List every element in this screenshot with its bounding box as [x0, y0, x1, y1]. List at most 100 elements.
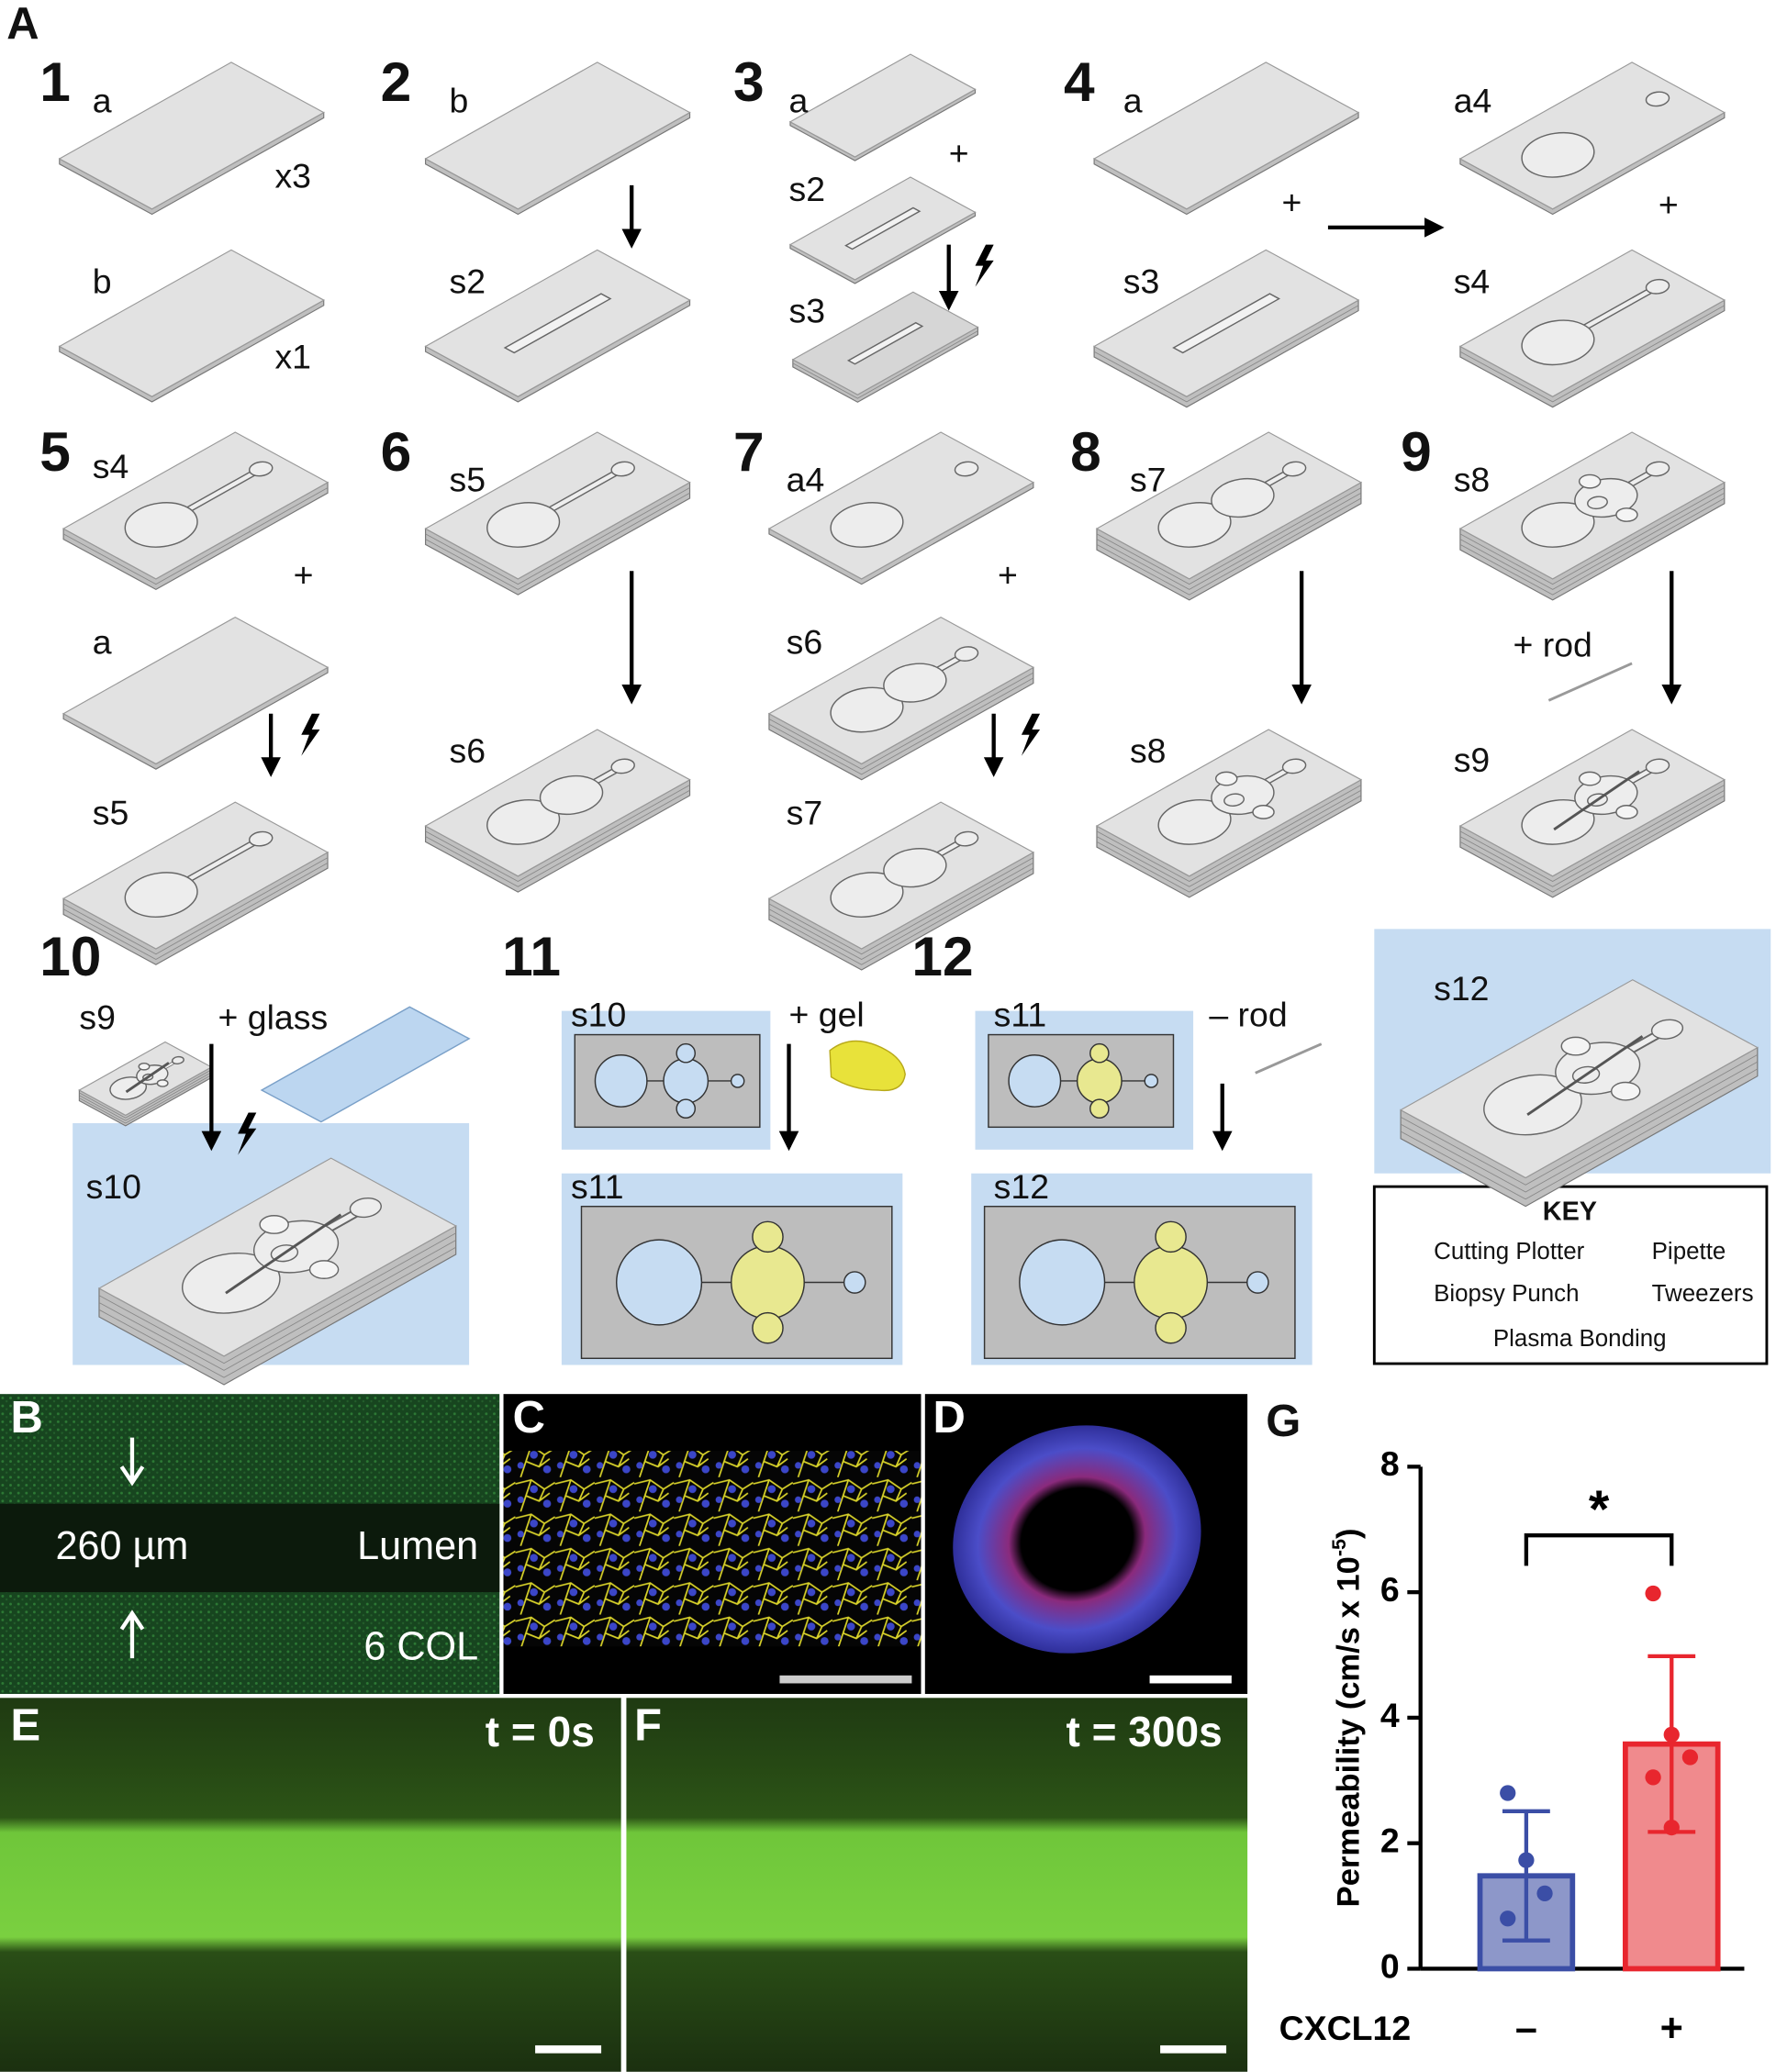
layer-line — [1459, 497, 1726, 596]
well — [730, 1074, 745, 1088]
key-box — [1372, 1185, 1769, 1365]
layer-line — [98, 1240, 456, 1371]
layer-line — [1096, 492, 1362, 590]
hole — [109, 1076, 148, 1100]
slot — [503, 293, 612, 354]
label: + glass — [218, 998, 329, 1037]
label: s11 — [994, 996, 1047, 1034]
label: F — [634, 1700, 662, 1750]
hole — [1645, 758, 1670, 774]
gel-well — [752, 1311, 784, 1344]
y-tick-label: 0 — [1380, 1946, 1400, 1985]
hole — [486, 799, 561, 845]
layer-line — [792, 330, 978, 399]
well — [1019, 1239, 1106, 1326]
rod — [125, 1062, 170, 1094]
label: a — [93, 81, 112, 119]
gel — [829, 1040, 906, 1092]
label: + — [1659, 185, 1679, 224]
hole — [954, 461, 979, 477]
plasma-icon — [301, 713, 320, 756]
label: Pipette — [1652, 1239, 1726, 1264]
hole — [1560, 1036, 1592, 1056]
slot — [846, 321, 924, 365]
label: 4 — [1064, 50, 1095, 113]
layer-line — [1096, 795, 1362, 893]
well — [1144, 1074, 1159, 1088]
hole — [1645, 91, 1670, 107]
label: b — [450, 81, 469, 119]
hole — [954, 646, 979, 662]
label: D — [933, 1393, 965, 1443]
hole — [830, 502, 904, 548]
label: b — [93, 262, 112, 301]
label: KEY — [1543, 1198, 1597, 1227]
y-axis-label-part: Permeability (cm/s x 10 — [1332, 1556, 1367, 1907]
hole — [1521, 799, 1595, 845]
y-tick-label: 2 — [1380, 1821, 1400, 1860]
hole — [308, 1260, 340, 1279]
vessel — [503, 1451, 922, 1647]
label: s7 — [1130, 461, 1167, 499]
label: s2 — [789, 170, 826, 208]
hole — [1521, 131, 1595, 178]
x-tick-label: – — [1515, 2007, 1537, 2051]
label: s4 — [93, 447, 129, 485]
gel-well — [1076, 1058, 1123, 1104]
label: + — [949, 134, 969, 173]
hole — [171, 1055, 184, 1065]
hole — [124, 872, 198, 918]
layer-line — [768, 867, 1034, 965]
label: B — [11, 1393, 43, 1443]
hole — [1211, 477, 1275, 518]
hole — [954, 830, 979, 847]
layer-line — [1096, 789, 1362, 887]
label: a — [1123, 81, 1143, 119]
layer-line — [1096, 497, 1362, 596]
hole — [124, 502, 198, 548]
label: G — [1266, 1397, 1301, 1446]
significance-bracket — [1524, 1533, 1674, 1566]
hole — [1157, 799, 1232, 845]
label: + gel — [789, 996, 865, 1034]
hole — [1281, 758, 1307, 774]
hole — [248, 461, 274, 477]
label: + — [294, 555, 314, 594]
hole — [830, 686, 904, 733]
gel-well — [1134, 1245, 1209, 1320]
hole — [138, 1062, 151, 1071]
gel-well — [676, 1042, 697, 1064]
rod — [1547, 662, 1633, 702]
hole — [1483, 1074, 1582, 1136]
layer-line — [1459, 305, 1726, 403]
rod — [1255, 1042, 1323, 1075]
label: Biopsy Punch — [1434, 1281, 1579, 1307]
label: E — [11, 1700, 41, 1750]
scale-bar — [1149, 1675, 1232, 1684]
layer-line — [1400, 1068, 1759, 1200]
hole — [1650, 1019, 1684, 1040]
hole — [486, 502, 561, 548]
well — [1246, 1271, 1269, 1294]
slab-top — [58, 61, 325, 210]
rod — [1526, 1035, 1644, 1116]
hole — [539, 774, 604, 816]
layer-line — [1459, 795, 1726, 893]
y-tick-label: 8 — [1380, 1444, 1400, 1483]
image-f — [626, 1698, 1248, 2072]
label: t = 0s — [486, 1708, 595, 1755]
label: s5 — [93, 793, 129, 831]
label: s5 — [450, 461, 486, 499]
label: s3 — [789, 291, 826, 329]
hole — [1521, 502, 1595, 548]
data-point — [1663, 1819, 1680, 1836]
label: s2 — [450, 262, 486, 301]
layer-line — [768, 863, 1034, 960]
scale-bar — [1160, 2044, 1227, 2054]
label: s12 — [994, 1167, 1049, 1206]
label: 6 COL — [363, 1624, 478, 1668]
label: Tweezers — [1652, 1281, 1754, 1307]
well — [615, 1239, 703, 1326]
slab-top — [61, 616, 330, 765]
